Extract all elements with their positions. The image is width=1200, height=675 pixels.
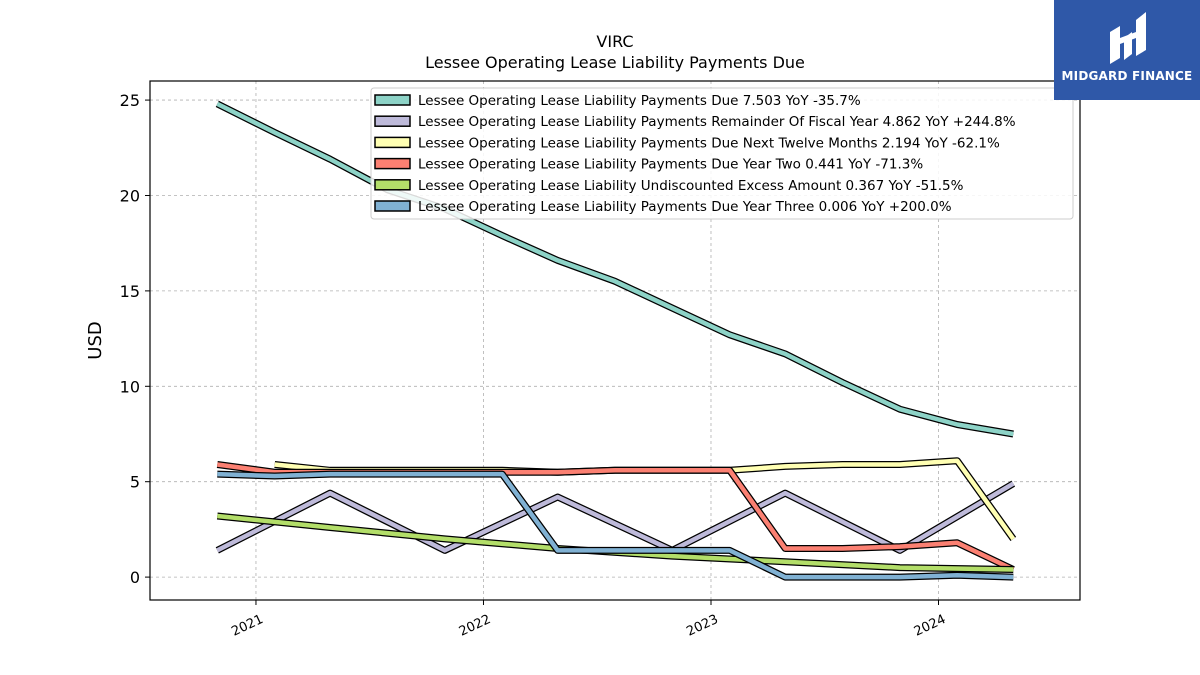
y-tick-label: 25 — [120, 91, 140, 110]
series-line-5 — [217, 471, 1014, 580]
y-tick-label: 0 — [130, 568, 140, 587]
y-tick-label: 10 — [120, 377, 140, 396]
legend-label-0: Lessee Operating Lease Liability Payment… — [418, 93, 861, 109]
y-tick-label: 5 — [130, 473, 140, 492]
series-line-1 — [216, 481, 1015, 553]
legend: Lessee Operating Lease Liability Payment… — [370, 87, 1074, 220]
y-tick-label: 15 — [120, 282, 140, 301]
legend-swatch-3 — [374, 157, 411, 170]
x-tick-label: 2024 — [912, 612, 948, 640]
legend-swatch-2 — [374, 136, 411, 149]
y-axis-label: USD — [85, 321, 106, 359]
series-line-0 — [216, 101, 1014, 437]
legend-swatch-0 — [374, 94, 411, 106]
legend-box — [370, 87, 1074, 220]
brand-logo-mark-icon — [1110, 12, 1146, 64]
series-outline-1 — [215, 480, 1016, 554]
plot-frame — [149, 80, 1081, 601]
y-tick-label: 20 — [120, 186, 140, 205]
chart-title: VIRC — [596, 32, 633, 51]
legend-label-5: Lessee Operating Lease Liability Payment… — [418, 199, 952, 215]
brand-logo-text: MIDGARD FINANCE — [1061, 69, 1193, 83]
series-lines — [215, 100, 1017, 581]
chart-subtitle: Lessee Operating Lease Liability Payment… — [425, 53, 805, 72]
x-tick-label: 2022 — [457, 612, 493, 640]
legend-label-4: Lessee Operating Lease Liability Undisco… — [418, 178, 964, 194]
legend-swatch-1 — [374, 115, 411, 127]
legend-label-1: Lessee Operating Lease Liability Payment… — [418, 114, 1016, 130]
legend-swatch-4 — [374, 179, 411, 191]
x-tick-label: 2021 — [229, 612, 265, 640]
brand-logo: MIDGARD FINANCE — [1054, 0, 1200, 100]
legend-label-2: Lessee Operating Lease Liability Payment… — [418, 135, 1000, 151]
x-tick-label: 2023 — [684, 612, 720, 640]
legend-label-3: Lessee Operating Lease Liability Payment… — [418, 157, 923, 173]
legend-swatch-5 — [374, 200, 411, 212]
